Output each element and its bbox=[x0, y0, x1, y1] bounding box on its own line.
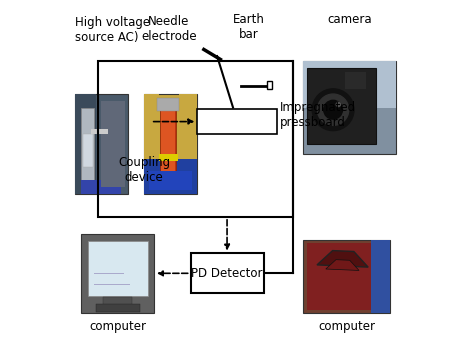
Bar bbox=[94, 273, 124, 274]
Bar bbox=[191, 253, 264, 293]
Bar bbox=[160, 101, 176, 184]
Bar bbox=[88, 242, 147, 296]
Circle shape bbox=[312, 89, 354, 131]
Bar bbox=[267, 81, 272, 89]
Bar bbox=[98, 61, 293, 217]
Bar bbox=[94, 284, 129, 285]
Bar bbox=[81, 234, 154, 313]
Bar bbox=[303, 61, 396, 108]
Bar bbox=[74, 94, 96, 194]
Text: computer: computer bbox=[89, 320, 146, 333]
Bar bbox=[144, 159, 197, 194]
Polygon shape bbox=[326, 260, 359, 271]
Circle shape bbox=[318, 94, 349, 125]
Bar bbox=[179, 94, 197, 159]
Bar bbox=[161, 104, 175, 177]
Bar bbox=[74, 94, 128, 194]
Circle shape bbox=[324, 100, 343, 119]
Bar bbox=[307, 68, 376, 144]
Bar bbox=[303, 61, 396, 154]
Bar bbox=[157, 97, 179, 111]
Bar bbox=[101, 101, 125, 187]
Bar bbox=[303, 240, 390, 313]
Text: PD Detector: PD Detector bbox=[191, 267, 263, 280]
Bar bbox=[81, 108, 94, 180]
Bar bbox=[307, 243, 386, 310]
Text: Impregnated
pressboard: Impregnated pressboard bbox=[280, 101, 356, 129]
Polygon shape bbox=[317, 251, 368, 267]
Bar bbox=[197, 109, 277, 134]
Bar bbox=[81, 180, 121, 194]
Bar bbox=[103, 297, 132, 311]
Text: camera: camera bbox=[328, 13, 372, 26]
Bar bbox=[96, 304, 139, 312]
Bar bbox=[144, 94, 159, 159]
Bar bbox=[91, 129, 108, 134]
Text: computer: computer bbox=[318, 320, 375, 333]
Text: Coupling
device: Coupling device bbox=[118, 156, 170, 184]
Bar bbox=[144, 94, 197, 194]
Text: Needle
electrode: Needle electrode bbox=[141, 14, 197, 43]
Circle shape bbox=[336, 102, 340, 106]
Bar bbox=[371, 240, 390, 313]
Bar bbox=[149, 171, 192, 190]
Text: Earth
bar: Earth bar bbox=[233, 13, 264, 41]
Bar bbox=[345, 72, 366, 89]
Bar bbox=[159, 154, 178, 160]
Bar bbox=[83, 134, 93, 167]
Text: High voltage
source AC): High voltage source AC) bbox=[74, 16, 150, 44]
